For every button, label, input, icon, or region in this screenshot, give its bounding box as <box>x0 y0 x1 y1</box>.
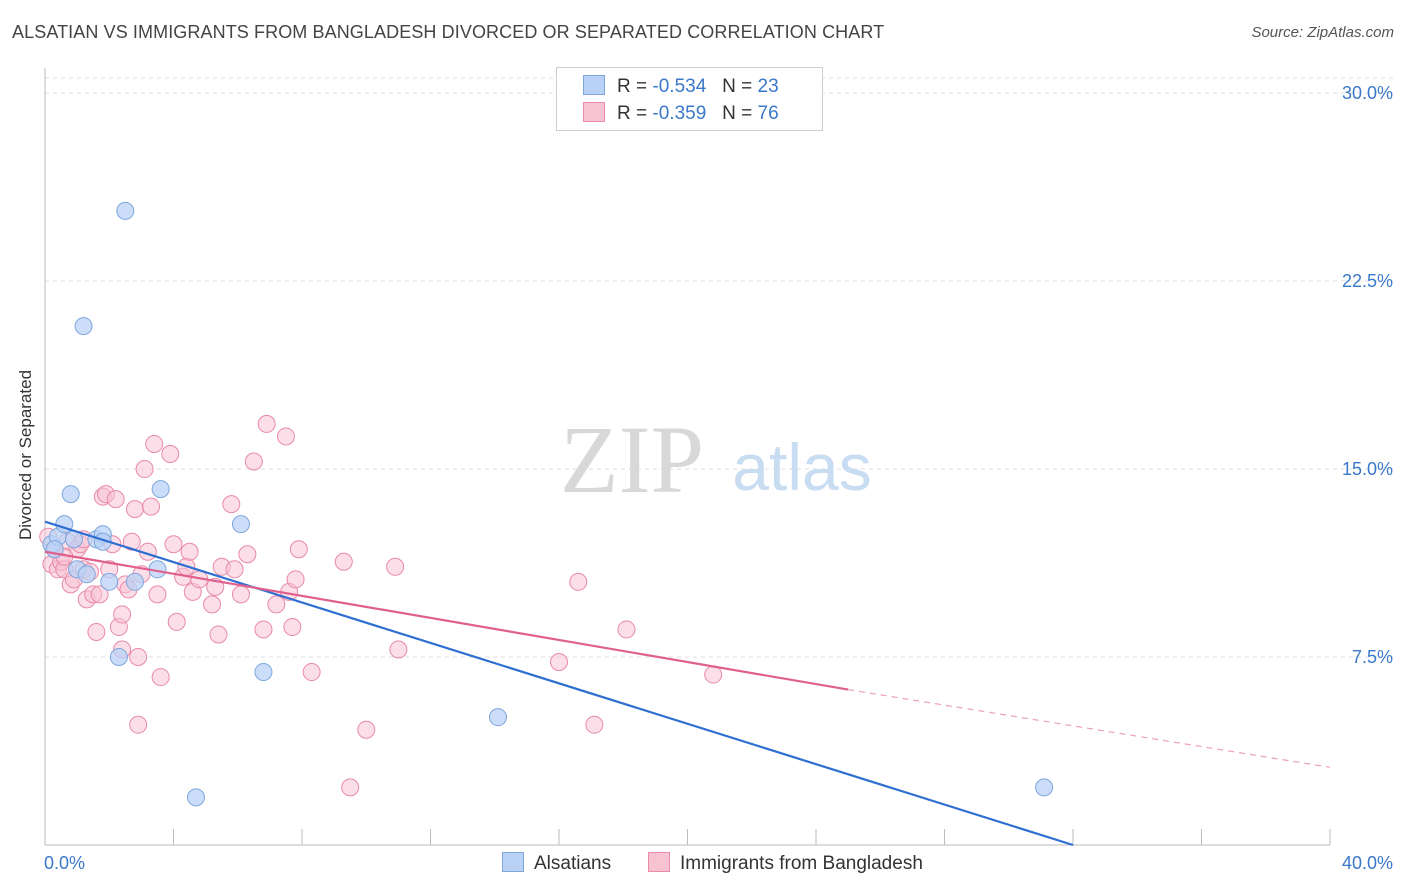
bangladesh-point <box>142 497 161 516</box>
bangladesh-point <box>550 653 568 672</box>
bangladesh-point <box>569 572 588 591</box>
bangladesh-trend-line <box>44 550 849 691</box>
n-value-alsatians: 23 <box>757 76 779 97</box>
alsatians-point <box>1035 778 1054 797</box>
alsatians-legend-label: Alsatians <box>534 853 612 874</box>
alsatians-point <box>231 515 250 534</box>
n-label: N = <box>722 103 753 124</box>
bottom-legend-alsatians[interactable]: Alsatians <box>502 852 611 875</box>
alsatians-point <box>151 480 170 499</box>
watermark-atlas: atlas <box>732 430 871 504</box>
y-tick-label: 22.5% <box>1342 271 1393 291</box>
watermark: ZIP atlas <box>560 406 872 513</box>
r-value-bangladesh: -0.359 <box>652 103 707 124</box>
series-alsatians-points <box>42 201 1054 807</box>
bangladesh-point <box>389 640 408 659</box>
alsatians-point <box>74 317 93 336</box>
grid-lines <box>45 77 1393 658</box>
source-label: Source: ZipAtlas.com <box>1251 24 1394 41</box>
alsatians-point <box>100 572 119 591</box>
bangladesh-point <box>231 585 250 604</box>
alsatians-legend-swatch <box>502 852 524 872</box>
y-tick-label: 15.0% <box>1342 459 1393 479</box>
alsatians-swatch <box>583 75 605 95</box>
bangladesh-point <box>617 620 636 639</box>
bottom-legend-bangladesh[interactable]: Immigrants from Bangladesh <box>648 852 923 875</box>
bangladesh-point <box>87 622 106 641</box>
alsatians-point <box>77 565 96 584</box>
bangladesh-point <box>151 668 170 687</box>
bangladesh-swatch <box>583 102 605 122</box>
chart-title: ALSATIAN VS IMMIGRANTS FROM BANGLADESH D… <box>12 22 885 42</box>
bangladesh-point <box>125 500 144 519</box>
bangladesh-point <box>704 665 723 684</box>
bangladesh-point <box>386 557 405 576</box>
bangladesh-point <box>225 560 244 579</box>
bangladesh-point <box>164 535 183 554</box>
bangladesh-point <box>357 720 376 739</box>
bangladesh-point <box>135 460 154 479</box>
bangladesh-point <box>122 532 141 551</box>
y-tick-label: 7.5% <box>1352 647 1393 667</box>
alsatians-point <box>254 663 273 682</box>
y-tick-label: 30.0% <box>1342 83 1393 103</box>
bangladesh-point <box>203 595 222 614</box>
bangladesh-trend-extension <box>848 689 1331 768</box>
bangladesh-point <box>161 444 180 463</box>
r-label: R = <box>617 76 648 97</box>
watermark-zip: ZIP <box>560 406 704 513</box>
bangladesh-point <box>283 617 302 636</box>
bangladesh-point <box>341 778 360 797</box>
bangladesh-point <box>106 490 125 509</box>
bangladesh-point <box>180 542 199 561</box>
bangladesh-point <box>276 427 295 446</box>
x-tick-label: 40.0% <box>1342 853 1393 873</box>
alsatians-point <box>116 201 135 220</box>
tick-labels: 7.5% 15.0% 22.5% 30.0% 0.0% 40.0% <box>44 83 1393 873</box>
bangladesh-point <box>238 545 257 564</box>
bangladesh-point <box>129 648 148 667</box>
bangladesh-legend-swatch <box>648 852 670 872</box>
bangladesh-point <box>145 434 164 453</box>
bangladesh-point <box>129 715 148 734</box>
stats-legend: R = -0.534 N = 23 R = -0.359 N = 76 <box>556 67 823 131</box>
bangladesh-point <box>148 585 167 604</box>
bangladesh-point <box>257 414 276 433</box>
n-value-bangladesh: 76 <box>757 103 779 124</box>
axes <box>44 68 1331 846</box>
bangladesh-point <box>289 540 308 559</box>
legend-row-alsatians: R = -0.534 N = 23 <box>583 75 779 98</box>
legend-row-bangladesh: R = -0.359 N = 76 <box>583 102 779 125</box>
r-label: R = <box>617 103 648 124</box>
bangladesh-legend-label: Immigrants from Bangladesh <box>680 853 923 874</box>
bangladesh-point <box>209 625 228 644</box>
bangladesh-point <box>334 552 353 571</box>
alsatians-point <box>488 708 507 727</box>
bangladesh-point <box>244 452 263 471</box>
n-label: N = <box>722 76 753 97</box>
bangladesh-point <box>267 595 286 614</box>
alsatians-point <box>125 572 144 591</box>
alsatians-trend-line <box>44 520 1074 847</box>
alsatians-point <box>109 648 128 667</box>
bangladesh-point <box>222 495 241 514</box>
trend-lines <box>44 520 1331 847</box>
bangladesh-point <box>167 612 186 631</box>
bangladesh-point <box>113 605 132 624</box>
bangladesh-point <box>302 663 321 682</box>
bangladesh-point <box>585 715 604 734</box>
bangladesh-point <box>90 585 109 604</box>
bangladesh-point <box>286 570 305 589</box>
alsatians-point <box>61 485 80 504</box>
x-tick-label: 0.0% <box>44 853 85 873</box>
alsatians-point <box>186 788 205 807</box>
bangladesh-point <box>254 620 273 639</box>
r-value-alsatians: -0.534 <box>652 76 707 97</box>
